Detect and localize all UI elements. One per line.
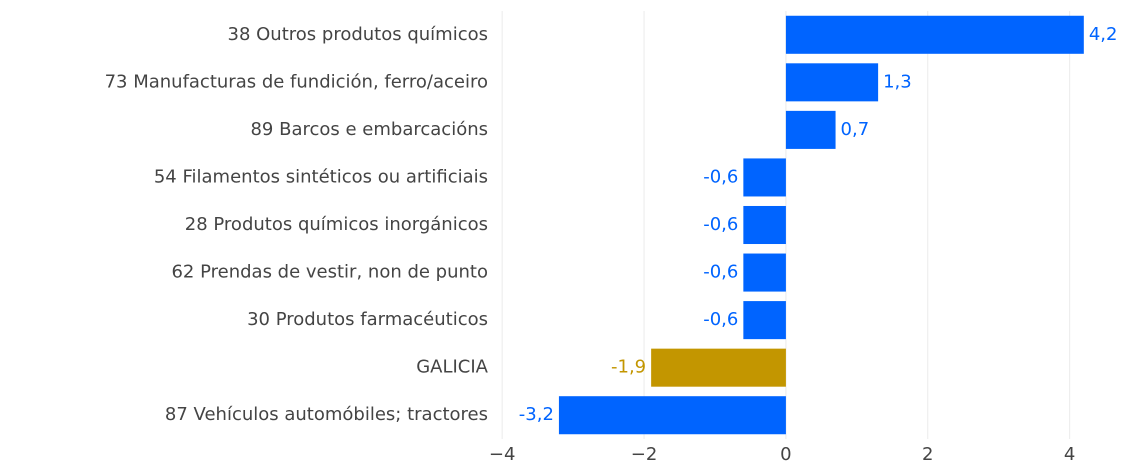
bar (785, 15, 1084, 54)
value-label: -3,2 (519, 404, 554, 425)
bar (651, 348, 786, 387)
y-tick-label: 87 Vehículos automóbiles; tractores (165, 404, 488, 425)
value-label: 0,7 (841, 119, 870, 140)
bar (558, 396, 786, 435)
y-tick-label: 28 Produtos químicos inorgánicos (185, 214, 488, 235)
y-tick-label: 73 Manufacturas de fundición, ferro/acei… (105, 71, 488, 92)
x-tick-label: 4 (1064, 444, 1075, 465)
x-tick-label: 2 (922, 444, 933, 465)
value-label: -0,6 (703, 214, 738, 235)
value-label: 1,3 (883, 71, 912, 92)
value-label: -0,6 (703, 309, 738, 330)
y-tick-label: 89 Barcos e embarcacións (250, 119, 488, 140)
y-tick-label: 62 Prendas de vestir, non de punto (171, 262, 488, 283)
x-tick-label: −4 (489, 444, 516, 465)
bar (743, 253, 786, 292)
bar (743, 301, 786, 340)
y-tick-label: 38 Outros produtos químicos (228, 24, 488, 45)
bar (743, 158, 786, 197)
value-label: 4,2 (1089, 24, 1118, 45)
y-tick-label: 30 Produtos farmacéuticos (247, 309, 488, 330)
x-tick-label: 0 (780, 444, 791, 465)
value-label: -0,6 (703, 262, 738, 283)
y-tick-label: GALICIA (416, 357, 488, 378)
bar (785, 63, 879, 102)
value-label: -1,9 (611, 357, 646, 378)
y-tick-label: 54 Filamentos sintéticos ou artificiais (154, 166, 488, 187)
bar (785, 110, 836, 149)
x-tick-label: −2 (631, 444, 658, 465)
bar (743, 205, 786, 245)
value-label: -0,6 (703, 166, 738, 187)
